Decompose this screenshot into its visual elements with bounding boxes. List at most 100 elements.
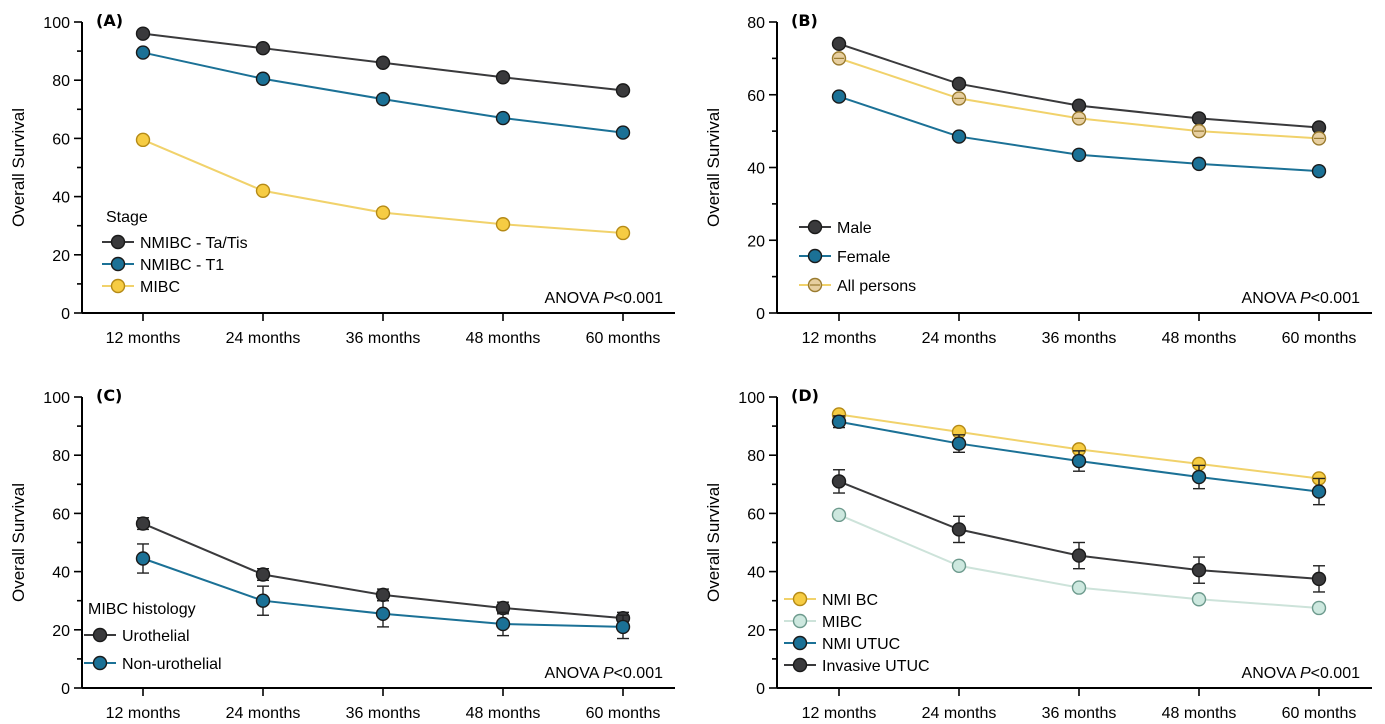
anova-annotation: ANOVA P<0.001 [545, 665, 664, 682]
legend: NMI BC MIBC NMI UTUC Invasive UTUC [784, 591, 930, 675]
data-point [951, 76, 967, 92]
data-point [1311, 600, 1327, 616]
data-point [375, 55, 391, 70]
data-point [831, 474, 847, 489]
data-point [831, 89, 847, 104]
legend-marker [792, 657, 808, 673]
data-point [375, 587, 391, 603]
panel-label: (C) [96, 386, 122, 405]
x-tick-label: 24 months [922, 330, 997, 347]
anova-p: P [603, 290, 614, 307]
anova-suffix: <0.001 [614, 665, 663, 682]
y-tick-label: 40 [747, 161, 765, 178]
y-axis-label: Overall Survival [9, 108, 28, 227]
data-point [135, 132, 151, 148]
x-tick-label: 36 months [1042, 705, 1117, 722]
anova-prefix: ANOVA [545, 290, 603, 307]
data-point [495, 217, 511, 232]
y-tick-label: 20 [747, 233, 765, 250]
data-point [951, 558, 967, 573]
legend-label: Male [837, 220, 872, 237]
chart-panel-3: 0 20 40 60 80 100 12 months 24 months 36 months 4… [704, 386, 1372, 722]
legend-label: NMIBC - Ta/Tis [140, 235, 248, 252]
y-tick-label: 80 [52, 73, 70, 90]
legend-label: Female [837, 249, 890, 266]
legend-marker [792, 613, 808, 629]
data-point [615, 619, 631, 635]
y-tick-label: 100 [43, 15, 70, 32]
data-point [135, 45, 151, 60]
anova-annotation: ANOVA P<0.001 [545, 290, 664, 307]
data-point [1071, 548, 1087, 563]
y-tick-label: 20 [747, 623, 765, 640]
y-tick-label: 60 [52, 506, 70, 523]
y-tick-label: 20 [52, 248, 70, 265]
anova-prefix: ANOVA [1242, 290, 1300, 307]
y-tick-label: 80 [747, 448, 765, 465]
legend-marker [92, 655, 108, 671]
legend-marker [110, 256, 126, 272]
series-line [838, 57, 1320, 140]
legend-marker [807, 248, 823, 264]
y-tick-label: 0 [756, 681, 765, 698]
data-point [951, 129, 967, 144]
anova-annotation: ANOVA P<0.001 [1242, 290, 1361, 307]
y-axis-label: Overall Survival [704, 483, 723, 602]
data-point [495, 70, 511, 85]
y-axis-label: Overall Survival [704, 108, 723, 227]
x-tick-label: 60 months [586, 705, 661, 722]
y-tick-label: 80 [747, 15, 765, 32]
data-point [831, 414, 847, 429]
data-point [495, 110, 511, 126]
y-tick-label: 0 [61, 306, 70, 323]
x-tick-label: 48 months [1162, 705, 1237, 722]
legend-label: All persons [837, 278, 916, 295]
y-tick-label: 100 [738, 390, 765, 407]
anova-prefix: ANOVA [1242, 665, 1300, 682]
data-point [255, 183, 271, 198]
x-tick-label: 36 months [346, 330, 421, 347]
data-point [1071, 147, 1087, 162]
legend-marker [110, 278, 126, 294]
y-axis-label: Overall Survival [9, 483, 28, 602]
x-tick-label: 60 months [586, 330, 661, 347]
data-point [135, 516, 151, 531]
x-tick-label: 60 months [1282, 705, 1357, 722]
x-tick-label: 36 months [1042, 330, 1117, 347]
anova-p: P [603, 665, 614, 682]
legend-marker [792, 591, 808, 607]
legend-label: NMI UTUC [822, 636, 900, 653]
y-tick-label: 60 [747, 88, 765, 105]
y-tick-label: 60 [52, 131, 70, 148]
data-point [255, 40, 271, 56]
legend-label: MIBC [140, 279, 180, 296]
data-point [1191, 156, 1207, 172]
legend-marker [92, 627, 108, 643]
legend-marker [110, 234, 126, 250]
data-point [615, 125, 631, 140]
data-point [1071, 98, 1087, 113]
x-tick-label: 24 months [922, 705, 997, 722]
data-point [1071, 580, 1087, 595]
y-tick-label: 100 [43, 390, 70, 407]
y-tick-label: 20 [52, 623, 70, 640]
anova-p: P [1300, 665, 1311, 682]
x-tick-label: 60 months [1282, 330, 1357, 347]
data-point [951, 436, 967, 451]
data-point [831, 507, 847, 523]
data-point [615, 83, 631, 98]
anova-annotation: ANOVA P<0.001 [1242, 665, 1361, 682]
data-point [135, 26, 151, 41]
legend-label: NMIBC - T1 [140, 257, 224, 274]
data-point [375, 205, 391, 220]
data-point [1311, 484, 1327, 499]
legend-label: NMI BC [822, 592, 878, 609]
data-point [255, 593, 271, 608]
y-tick-label: 40 [52, 190, 70, 207]
x-tick-label: 24 months [226, 330, 301, 347]
anova-prefix: ANOVA [545, 665, 603, 682]
legend-label: MIBC [822, 614, 862, 631]
data-point [255, 567, 271, 582]
x-tick-label: 12 months [802, 705, 877, 722]
